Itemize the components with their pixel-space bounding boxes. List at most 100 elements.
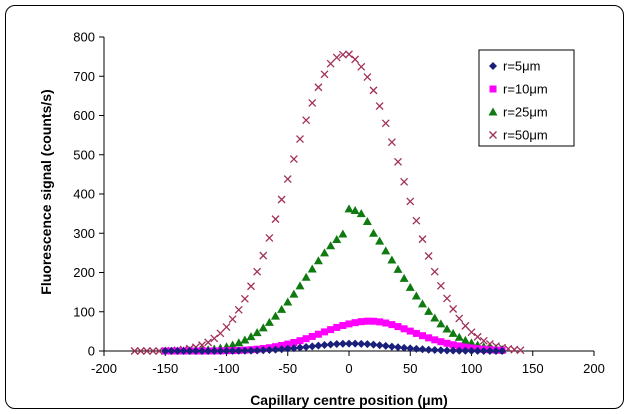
data-point <box>258 323 268 332</box>
x-tick-label: 100 <box>461 361 483 376</box>
legend-label: r=10μm <box>503 82 548 97</box>
data-point <box>320 70 329 79</box>
data-point <box>405 282 415 291</box>
data-point <box>302 342 311 351</box>
data-point <box>449 341 457 349</box>
legend-label: r=5μm <box>503 59 540 74</box>
data-point <box>394 157 402 166</box>
data-point <box>351 55 360 64</box>
data-point <box>387 255 397 264</box>
data-point <box>204 347 213 355</box>
data-point <box>302 335 310 343</box>
data-point <box>436 346 445 355</box>
data-point <box>412 329 420 337</box>
data-point <box>326 340 335 349</box>
data-point <box>443 294 451 303</box>
data-point <box>430 346 439 355</box>
data-point <box>455 314 464 323</box>
data-point <box>393 264 403 273</box>
data-point <box>179 347 188 355</box>
x-tick-label: -50 <box>278 361 297 376</box>
y-tick-label: 0 <box>88 344 95 359</box>
data-point <box>296 135 304 144</box>
data-point <box>136 347 145 355</box>
data-point <box>259 346 268 355</box>
data-point <box>320 341 329 350</box>
x-tick-label: 150 <box>522 361 544 376</box>
data-point <box>419 332 426 340</box>
y-tick-label: 600 <box>73 108 95 123</box>
data-point <box>222 323 231 332</box>
data-point <box>271 345 280 354</box>
data-point <box>210 334 219 343</box>
y-tick-label: 700 <box>73 69 95 84</box>
data-point <box>265 234 274 242</box>
data-point <box>485 347 494 355</box>
legend-label: r=25μm <box>503 105 548 120</box>
data-point <box>362 216 372 225</box>
data-point <box>436 319 446 328</box>
x-tick-labels: -200 -150 -100 -50 0 50 100 150 200 <box>91 361 605 376</box>
series-diamond-points <box>161 339 507 355</box>
data-point <box>198 341 206 350</box>
data-point <box>246 332 256 341</box>
data-point <box>412 344 421 353</box>
y-tick-label: 100 <box>73 304 95 319</box>
data-point <box>173 347 182 355</box>
data-point <box>430 313 440 322</box>
data-point <box>338 50 347 59</box>
data-point <box>345 320 353 328</box>
y-tick-label: 400 <box>73 187 95 202</box>
legend-marker <box>489 131 497 139</box>
data-point <box>357 339 366 348</box>
data-point <box>338 229 348 238</box>
data-point <box>411 291 421 300</box>
data-point <box>443 339 451 347</box>
data-point <box>295 281 305 290</box>
data-point <box>307 264 317 273</box>
data-point <box>222 346 231 355</box>
data-point <box>327 326 335 334</box>
data-point <box>357 318 365 326</box>
data-point <box>308 332 316 340</box>
data-point <box>240 335 250 344</box>
data-point <box>271 311 280 320</box>
legend-marker <box>489 62 497 70</box>
data-point <box>198 347 206 355</box>
data-point <box>301 272 311 281</box>
x-tick-label: 200 <box>583 361 605 376</box>
data-point <box>289 289 299 298</box>
data-point <box>363 73 372 81</box>
data-point <box>375 341 384 350</box>
data-point <box>516 346 525 355</box>
data-point <box>387 342 396 351</box>
data-point <box>265 345 274 354</box>
data-point <box>296 343 304 352</box>
data-point <box>216 329 225 338</box>
data-point <box>376 318 384 326</box>
data-point <box>332 235 342 244</box>
data-point <box>332 53 341 62</box>
x-tick-label: -100 <box>213 361 239 376</box>
data-point <box>400 343 409 352</box>
x-tick-label: -200 <box>91 361 117 376</box>
data-point <box>467 338 476 347</box>
data-point <box>375 102 384 111</box>
legend-marker <box>489 85 497 93</box>
data-point <box>381 119 390 128</box>
data-point <box>406 197 415 206</box>
data-point <box>412 216 421 225</box>
data-point <box>332 340 341 349</box>
data-point <box>424 252 433 260</box>
data-point <box>460 335 470 344</box>
data-point <box>345 50 353 59</box>
data-point <box>247 282 255 291</box>
data-point <box>406 327 414 335</box>
data-point <box>455 346 464 355</box>
data-point <box>418 345 427 354</box>
data-point <box>394 343 402 352</box>
data-point <box>326 59 335 68</box>
data-point <box>479 336 488 345</box>
data-point <box>357 62 366 71</box>
data-point <box>290 338 298 346</box>
